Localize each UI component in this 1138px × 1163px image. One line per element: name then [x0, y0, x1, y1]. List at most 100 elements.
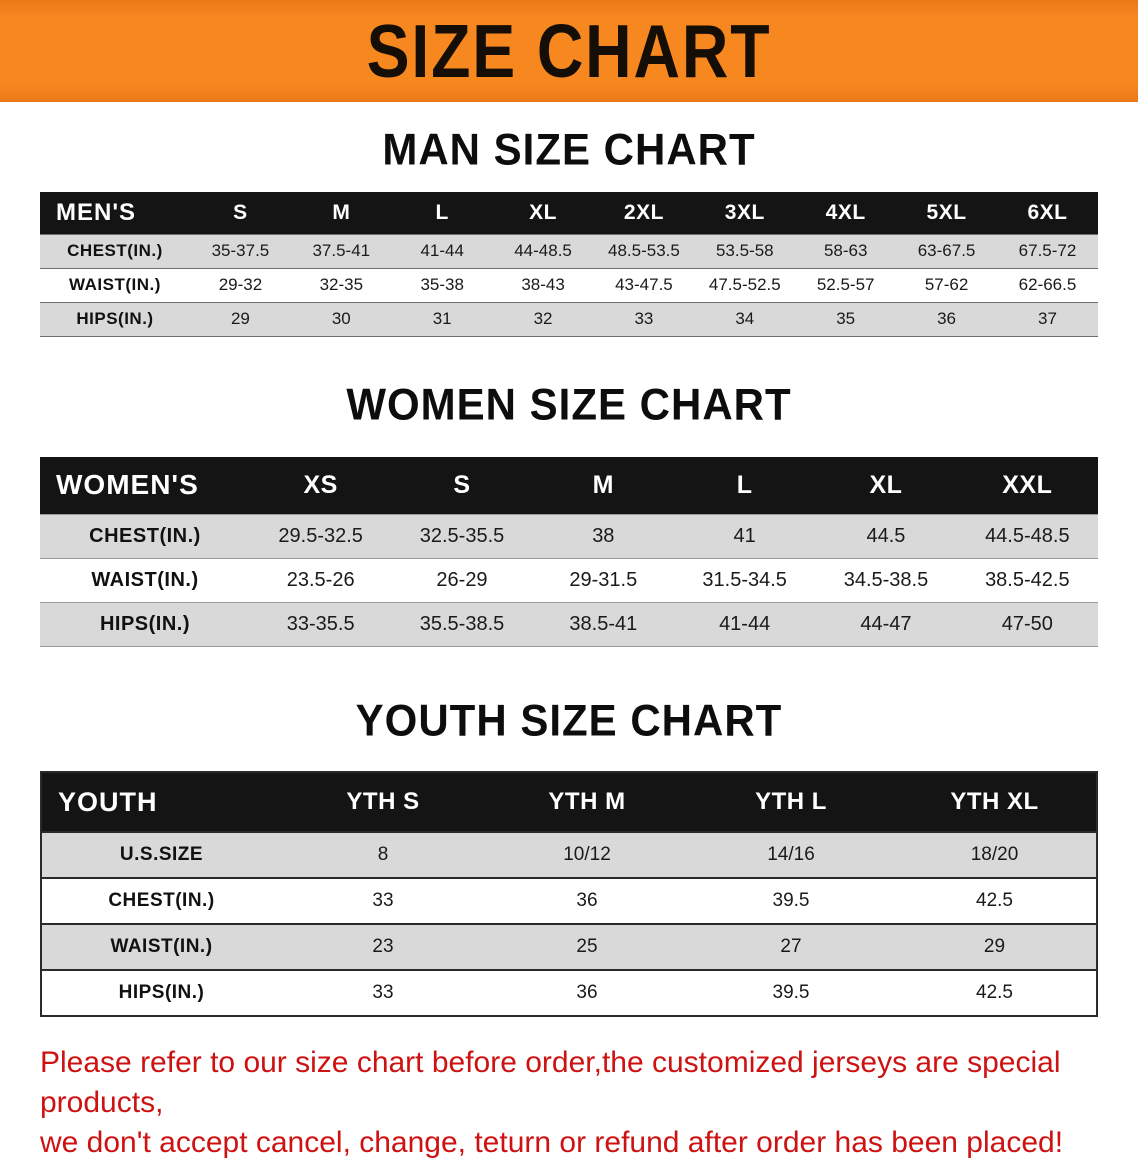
table-corner-label: MEN'S — [40, 192, 190, 234]
size-column-header: S — [391, 456, 533, 515]
table-row: CHEST(IN.) 29.5-32.5 32.5-35.5 38 41 44.5 44.5… — [40, 514, 1098, 559]
row-label: U.S.SIZE — [119, 844, 204, 865]
table-row: WAIST(IN.) 23 25 27 29 — [41, 924, 1097, 970]
table-row: HIPS(IN.) 29 30 31 32 33 34 35 36 37 — [40, 302, 1098, 336]
size-value: 36 — [576, 982, 598, 1003]
table-corner-label: YOUTH — [41, 772, 281, 832]
size-value: 14/16 — [767, 844, 815, 865]
row-label: HIPS(IN.) — [99, 613, 191, 635]
size-value: 33-35.5 — [286, 613, 355, 635]
footer-note-line2: we don't accept cancel, change, teturn o… — [40, 1126, 1064, 1159]
size-value: 43-47.5 — [615, 275, 673, 294]
size-value: 42.5 — [976, 982, 1013, 1003]
size-value: 35.5-38.5 — [419, 613, 505, 635]
size-chart-banner: SIZE CHART — [0, 0, 1138, 102]
table-row: HIPS(IN.) 33-35.5 35.5-38.5 38.5-41 41-44 44-… — [40, 602, 1098, 647]
banner-title: SIZE CHART — [366, 8, 772, 94]
size-value: 41 — [733, 525, 756, 547]
size-column-header: S — [190, 192, 291, 234]
youth-size-table: YOUTH YTH S YTH M YTH L YTH XL U.S.SIZE 8 10/12… — [40, 771, 1098, 1017]
women-size-section: WOMEN SIZE CHART WOMEN'S XS S M L XL XXL CHEST(… — [0, 379, 1138, 648]
size-value: 38 — [592, 525, 615, 547]
table-row: U.S.SIZE 8 10/12 14/16 18/20 — [41, 832, 1097, 878]
size-value: 32-35 — [319, 275, 364, 294]
women-section-heading: WOMEN SIZE CHART — [346, 379, 792, 429]
footer-note: Please refer to our size chart before or… — [40, 1043, 1102, 1163]
table-header-row: WOMEN'S XS S M L XL XXL — [40, 456, 1098, 515]
size-value: 29-32 — [218, 275, 263, 294]
row-label: CHEST(IN.) — [67, 241, 163, 260]
size-value: 31 — [432, 309, 452, 328]
size-column-header: YTH XL — [893, 772, 1097, 832]
row-label: HIPS(IN.) — [76, 309, 154, 328]
size-value: 52.5-57 — [816, 275, 875, 294]
table-row: WAIST(IN.) 29-32 32-35 35-38 38-43 43-47.5 47.… — [40, 268, 1098, 302]
size-value: 35 — [836, 309, 856, 328]
size-value: 42.5 — [976, 890, 1013, 911]
size-value: 41-44 — [420, 241, 464, 260]
size-value: 8 — [377, 844, 389, 865]
size-value: 44.5 — [866, 525, 906, 547]
size-value: 26-29 — [436, 569, 488, 591]
size-value: 30 — [331, 309, 351, 328]
size-value: 18/20 — [970, 844, 1019, 865]
size-column-header: XL — [492, 192, 594, 234]
size-column-header: 3XL — [694, 192, 796, 234]
size-value: 29 — [983, 936, 1006, 957]
size-value: 33 — [634, 309, 654, 328]
size-value: 10/12 — [563, 844, 611, 865]
size-value: 23.5-26 — [286, 569, 355, 591]
size-value: 37 — [1038, 309, 1057, 328]
size-value: 41-44 — [719, 613, 771, 635]
size-value: 38.5-42.5 — [985, 569, 1070, 591]
man-size-section: MAN SIZE CHART MEN'S S M L XL 2XL 3XL 4XL 5XL 6XL… — [0, 125, 1138, 337]
size-value: 35-38 — [420, 275, 464, 294]
youth-section-heading: YOUTH SIZE CHART — [355, 695, 783, 746]
size-value: 27 — [780, 936, 802, 957]
size-value: 53.5-58 — [715, 241, 774, 260]
table-header-row: MEN'S S M L XL 2XL 3XL 4XL 5XL 6XL — [40, 192, 1098, 234]
row-label: WAIST(IN.) — [91, 569, 199, 591]
table-row: CHEST(IN.) 33 36 39.5 42.5 — [41, 878, 1097, 924]
size-value: 47.5-52.5 — [708, 275, 781, 294]
size-value: 37.5-41 — [312, 241, 371, 260]
size-value: 34 — [735, 309, 755, 328]
table-row: HIPS(IN.) 33 36 39.5 42.5 — [41, 970, 1097, 1016]
size-column-header: XS — [250, 456, 392, 515]
footer-note-line1: Please refer to our size chart before or… — [40, 1046, 1061, 1119]
youth-size-section: YOUTH SIZE CHART YOUTH YTH S YTH M YTH L YTH… — [0, 695, 1138, 1017]
size-value: 36 — [576, 890, 598, 911]
size-column-header: L — [391, 192, 493, 234]
row-label: WAIST(IN.) — [69, 275, 161, 294]
size-column-header: YTH L — [689, 772, 893, 832]
size-value: 29-31.5 — [569, 569, 638, 591]
table-corner-label: WOMEN'S — [40, 456, 250, 515]
table-row: WAIST(IN.) 23.5-26 26-29 29-31.5 31.5-34.5 34… — [40, 558, 1098, 603]
size-column-header: M — [532, 456, 674, 515]
size-value: 33 — [372, 982, 394, 1003]
size-column-header: XXL — [956, 456, 1098, 515]
size-value: 31.5-34.5 — [702, 569, 787, 591]
size-column-header: M — [290, 192, 392, 234]
table-row: CHEST(IN.) 35-37.5 37.5-41 41-44 44-48.5 48.5… — [40, 234, 1098, 268]
size-column-header: 6XL — [997, 192, 1098, 234]
size-value: 58-63 — [823, 241, 868, 260]
size-column-header: 2XL — [593, 192, 695, 234]
size-value: 29.5-32.5 — [278, 525, 363, 547]
size-column-header: XL — [815, 456, 957, 515]
size-value: 57-62 — [924, 275, 969, 294]
size-value: 44.5-48.5 — [985, 525, 1070, 547]
size-value: 32.5-35.5 — [419, 525, 505, 547]
row-label: CHEST(IN.) — [108, 890, 215, 911]
size-value: 29 — [230, 309, 250, 328]
size-column-header: L — [673, 456, 816, 515]
size-value: 38-43 — [521, 275, 565, 294]
man-size-table: MEN'S S M L XL 2XL 3XL 4XL 5XL 6XL CHEST(IN.) 35-37… — [40, 192, 1098, 337]
size-value: 33 — [372, 890, 394, 911]
size-value: 44-48.5 — [514, 241, 572, 260]
size-column-header: YTH S — [281, 772, 485, 832]
size-value: 44-47 — [860, 613, 912, 635]
size-value: 34.5-38.5 — [843, 569, 929, 591]
size-column-header: 5XL — [896, 192, 997, 234]
row-label: CHEST(IN.) — [89, 525, 201, 547]
